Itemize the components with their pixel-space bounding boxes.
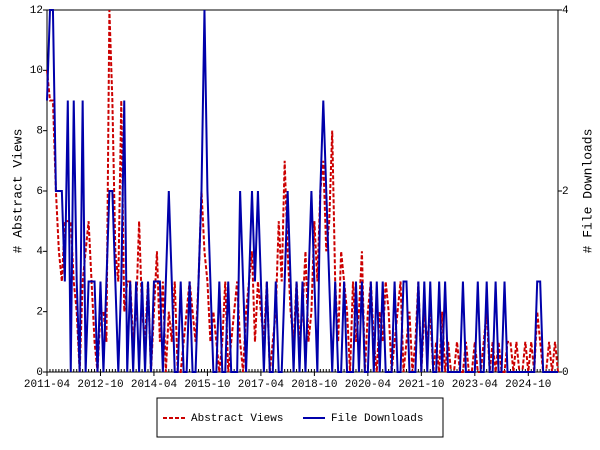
y-tick-label: 12 bbox=[30, 5, 43, 17]
x-tick-label: 2015-10 bbox=[184, 379, 230, 391]
x-tick-label: 2020-04 bbox=[345, 379, 392, 391]
y-axis-label: # Abstract Views bbox=[10, 129, 25, 254]
y2-tick-label: 4 bbox=[562, 5, 569, 17]
x-tick-label: 2017-04 bbox=[238, 379, 285, 391]
legend-box bbox=[156, 397, 444, 438]
legend-label: File Downloads bbox=[331, 413, 423, 425]
y2-tick-label: 2 bbox=[562, 186, 569, 198]
y-tick-label: 4 bbox=[36, 246, 43, 258]
y2-axis-label: # File Downloads bbox=[580, 129, 595, 254]
y-tick-label: 10 bbox=[30, 65, 43, 77]
x-tick-label: 2018-10 bbox=[291, 379, 337, 391]
y-tick-label: 2 bbox=[36, 307, 43, 319]
series-line bbox=[46, 9, 558, 373]
y-tick-label: 8 bbox=[36, 126, 43, 138]
y-tick-label: 6 bbox=[36, 186, 43, 198]
x-tick-label: 2024-10 bbox=[505, 379, 551, 391]
x-tick-label: 2012-10 bbox=[77, 379, 123, 391]
x-tick-label: 2023-04 bbox=[452, 379, 499, 391]
x-tick-label: 2011-04 bbox=[24, 379, 71, 391]
x-tick-label: 2021-10 bbox=[398, 379, 444, 391]
y-tick-label: 0 bbox=[36, 367, 43, 379]
x-tick-label: 2014-04 bbox=[131, 379, 178, 391]
y2-tick-label: 0 bbox=[562, 367, 569, 379]
legend-label: Abstract Views bbox=[191, 413, 283, 425]
